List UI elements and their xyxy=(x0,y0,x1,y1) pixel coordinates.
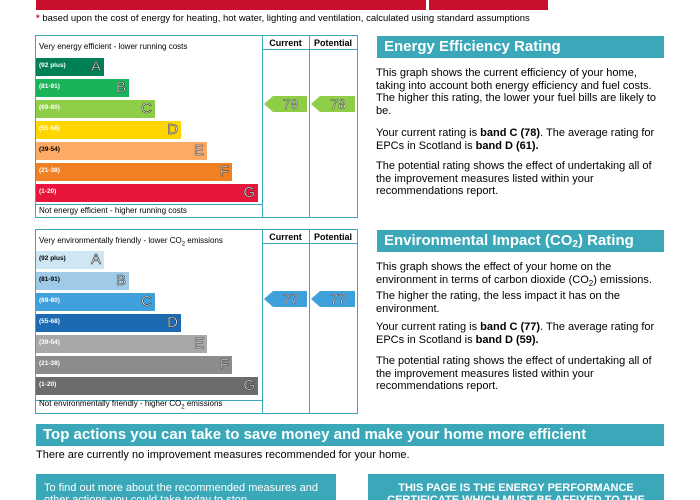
band-letter: G xyxy=(243,184,255,202)
band-range-label: (92 plus) xyxy=(39,255,66,262)
energy-paragraph-1: This graph shows the current efficiency … xyxy=(376,67,657,117)
band-range-label: (69-80) xyxy=(39,297,60,304)
band-c: (69-80) C xyxy=(36,100,155,118)
current-column-header: Current xyxy=(269,38,302,48)
top-actions-title: Top actions you can take to save money a… xyxy=(36,424,664,446)
band-range-label: (55-68) xyxy=(39,125,60,132)
band-f: (21-38) F xyxy=(36,163,232,181)
chart-top-label: Very environmentally friendly - lower CO… xyxy=(39,236,223,248)
band-letter: B xyxy=(115,272,127,290)
band-letter: A xyxy=(90,251,102,269)
band-letter: E xyxy=(193,142,205,160)
current-column-header: Current xyxy=(269,232,302,242)
environmental-impact-title: Environmental Impact (CO2) Rating xyxy=(377,230,664,252)
energy-efficiency-title: Energy Efficiency Rating xyxy=(377,36,664,58)
band-letter: B xyxy=(115,79,127,97)
energy-paragraph-2: Your current rating is band C (78). The … xyxy=(376,127,655,152)
band-range-label: (1-20) xyxy=(39,188,57,195)
band-a: (92 plus) A xyxy=(36,58,104,76)
band-letter: F xyxy=(219,356,230,374)
current-rating-arrow: 78 xyxy=(264,96,307,112)
band-letter: E xyxy=(193,335,205,353)
footnote: * based upon the cost of energy for heat… xyxy=(36,13,530,24)
chart-top-label: Very energy efficient - lower running co… xyxy=(39,42,188,51)
band-b: (81-91) B xyxy=(36,79,129,97)
chart-bottom-label: Not environmentally friendly - higher CO… xyxy=(39,399,223,411)
band-range-label: (92 plus) xyxy=(39,62,66,69)
environmental-impact-chart: Current Potential Very environmentally f… xyxy=(35,229,358,414)
top-banner xyxy=(36,0,548,10)
band-range-label: (39-54) xyxy=(39,146,60,153)
chart-bottom-label: Not energy efficient - higher running co… xyxy=(39,206,187,215)
band-e: (39-54) E xyxy=(36,335,207,353)
potential-rating-arrow: 77 xyxy=(311,291,355,307)
band-e: (39-54) E xyxy=(36,142,207,160)
band-letter: C xyxy=(141,293,152,311)
band-letter: C xyxy=(141,100,152,118)
energy-efficiency-chart: Current Potential Very energy efficient … xyxy=(35,35,358,218)
current-rating-arrow: 77 xyxy=(264,291,307,307)
band-d: (55-68) D xyxy=(36,121,181,139)
environmental-paragraph-2: Your current rating is band C (77). The … xyxy=(376,321,655,346)
no-improvements-text: There are currently no improvement measu… xyxy=(36,449,410,461)
band-range-label: (21-38) xyxy=(39,167,60,174)
band-g: (1-20) G xyxy=(36,184,258,202)
band-d: (55-68) D xyxy=(36,314,181,332)
band-a: (92 plus) A xyxy=(36,251,104,269)
potential-rating-arrow: 78 xyxy=(311,96,355,112)
potential-column-header: Potential xyxy=(313,232,352,242)
energy-paragraph-3: The potential rating shows the effect of… xyxy=(376,160,652,197)
environmental-paragraph-3: The potential rating shows the effect of… xyxy=(376,355,652,392)
potential-column-header: Potential xyxy=(313,38,352,48)
band-letter: G xyxy=(243,377,255,395)
band-range-label: (81-91) xyxy=(39,83,60,90)
band-range-label: (1-20) xyxy=(39,381,57,388)
band-c: (69-80) C xyxy=(36,293,155,311)
band-range-label: (69-80) xyxy=(39,104,60,111)
band-b: (81-91) B xyxy=(36,272,129,290)
band-range-label: (55-68) xyxy=(39,318,60,325)
band-letter: D xyxy=(167,314,178,332)
environmental-paragraph-1: This graph shows the effect of your home… xyxy=(376,261,652,315)
band-range-label: (81-91) xyxy=(39,276,60,283)
band-letter: F xyxy=(219,163,230,181)
band-g: (1-20) G xyxy=(36,377,258,395)
band-letter: D xyxy=(167,121,178,139)
band-range-label: (39-54) xyxy=(39,339,60,346)
band-letter: A xyxy=(90,58,102,76)
band-range-label: (21-38) xyxy=(39,360,60,367)
certificate-notice-box: THIS PAGE IS THE ENERGY PERFORMANCE CERT… xyxy=(368,474,664,500)
band-f: (21-38) F xyxy=(36,356,232,374)
find-out-more-box: To find out more about the recommended m… xyxy=(36,474,336,500)
